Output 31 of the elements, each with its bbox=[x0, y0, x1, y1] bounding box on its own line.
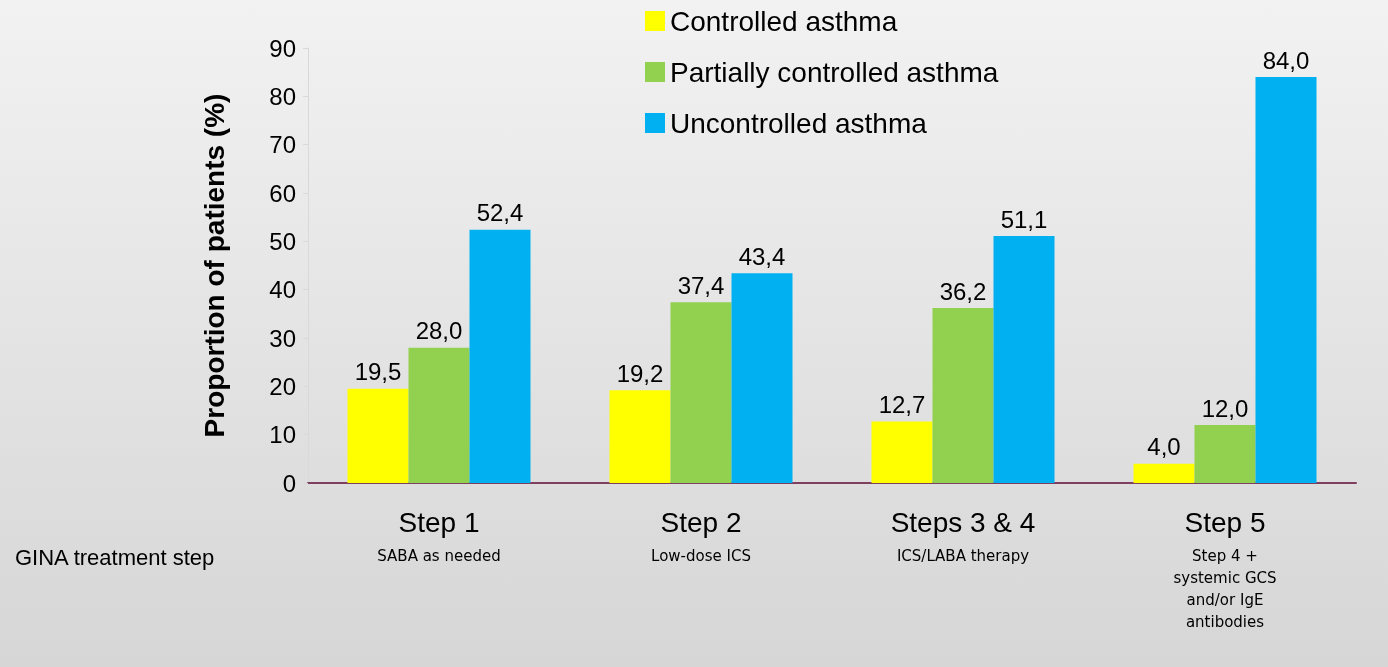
y-tick-label: 0 bbox=[282, 469, 296, 497]
data-label: 28,0 bbox=[415, 317, 463, 345]
x-tick-label: Steps 3 & 4 ICS/LABA therapy bbox=[890, 506, 1036, 565]
x-tick-label: Step 1 SABA as needed bbox=[377, 506, 501, 565]
legend-label: Controlled asthma bbox=[670, 5, 898, 37]
data-label: 19,2 bbox=[616, 359, 664, 387]
data-label: 19,5 bbox=[354, 358, 402, 386]
data-label: 36,2 bbox=[939, 277, 987, 305]
data-label: 51,1 bbox=[1000, 205, 1048, 233]
data-label: 12,7 bbox=[878, 391, 926, 419]
legend-label: Partially controlled asthma bbox=[670, 56, 999, 88]
y-tick-label: 30 bbox=[269, 324, 296, 352]
x-tick-label: Step 2 Low-dose ICS bbox=[651, 506, 751, 565]
x-axis-title: GINA treatment step bbox=[15, 544, 215, 570]
data-label: 4,0 bbox=[1147, 433, 1181, 461]
y-tick-label: 20 bbox=[269, 372, 296, 400]
y-tick-label: 50 bbox=[269, 227, 296, 255]
y-tick-label: 40 bbox=[269, 276, 296, 304]
data-label: 84,0 bbox=[1262, 46, 1310, 74]
data-label: 12,0 bbox=[1201, 394, 1249, 422]
y-tick-label: 90 bbox=[269, 34, 296, 62]
x-tick-label: Step 5 Step 4 + systemic GCS and/or IgE antibodies bbox=[1173, 506, 1277, 631]
data-label: 52,4 bbox=[476, 199, 524, 227]
data-label: 37,4 bbox=[677, 271, 725, 299]
data-label: 43,4 bbox=[738, 242, 786, 270]
y-tick-label: 70 bbox=[269, 131, 296, 159]
y-tick-label: 80 bbox=[269, 82, 296, 110]
y-tick-label: 60 bbox=[269, 179, 296, 207]
legend-label: Uncontrolled asthma bbox=[670, 107, 928, 139]
y-axis-title: Proportion of patients (%) bbox=[198, 93, 230, 438]
y-tick-label: 10 bbox=[269, 421, 296, 449]
